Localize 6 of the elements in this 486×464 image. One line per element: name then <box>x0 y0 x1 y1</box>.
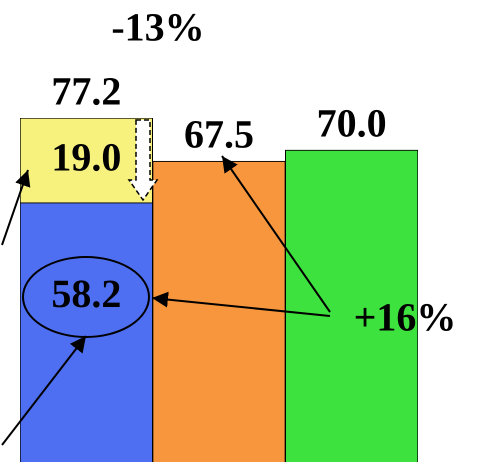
data-label: 67.5 <box>184 112 254 157</box>
data-label: 58.2 <box>51 270 122 316</box>
data-label: 70.0 <box>316 100 387 146</box>
text: -13% <box>111 4 205 50</box>
data-label: 19.0 <box>51 134 122 180</box>
total-label: 77.2 <box>51 68 122 114</box>
